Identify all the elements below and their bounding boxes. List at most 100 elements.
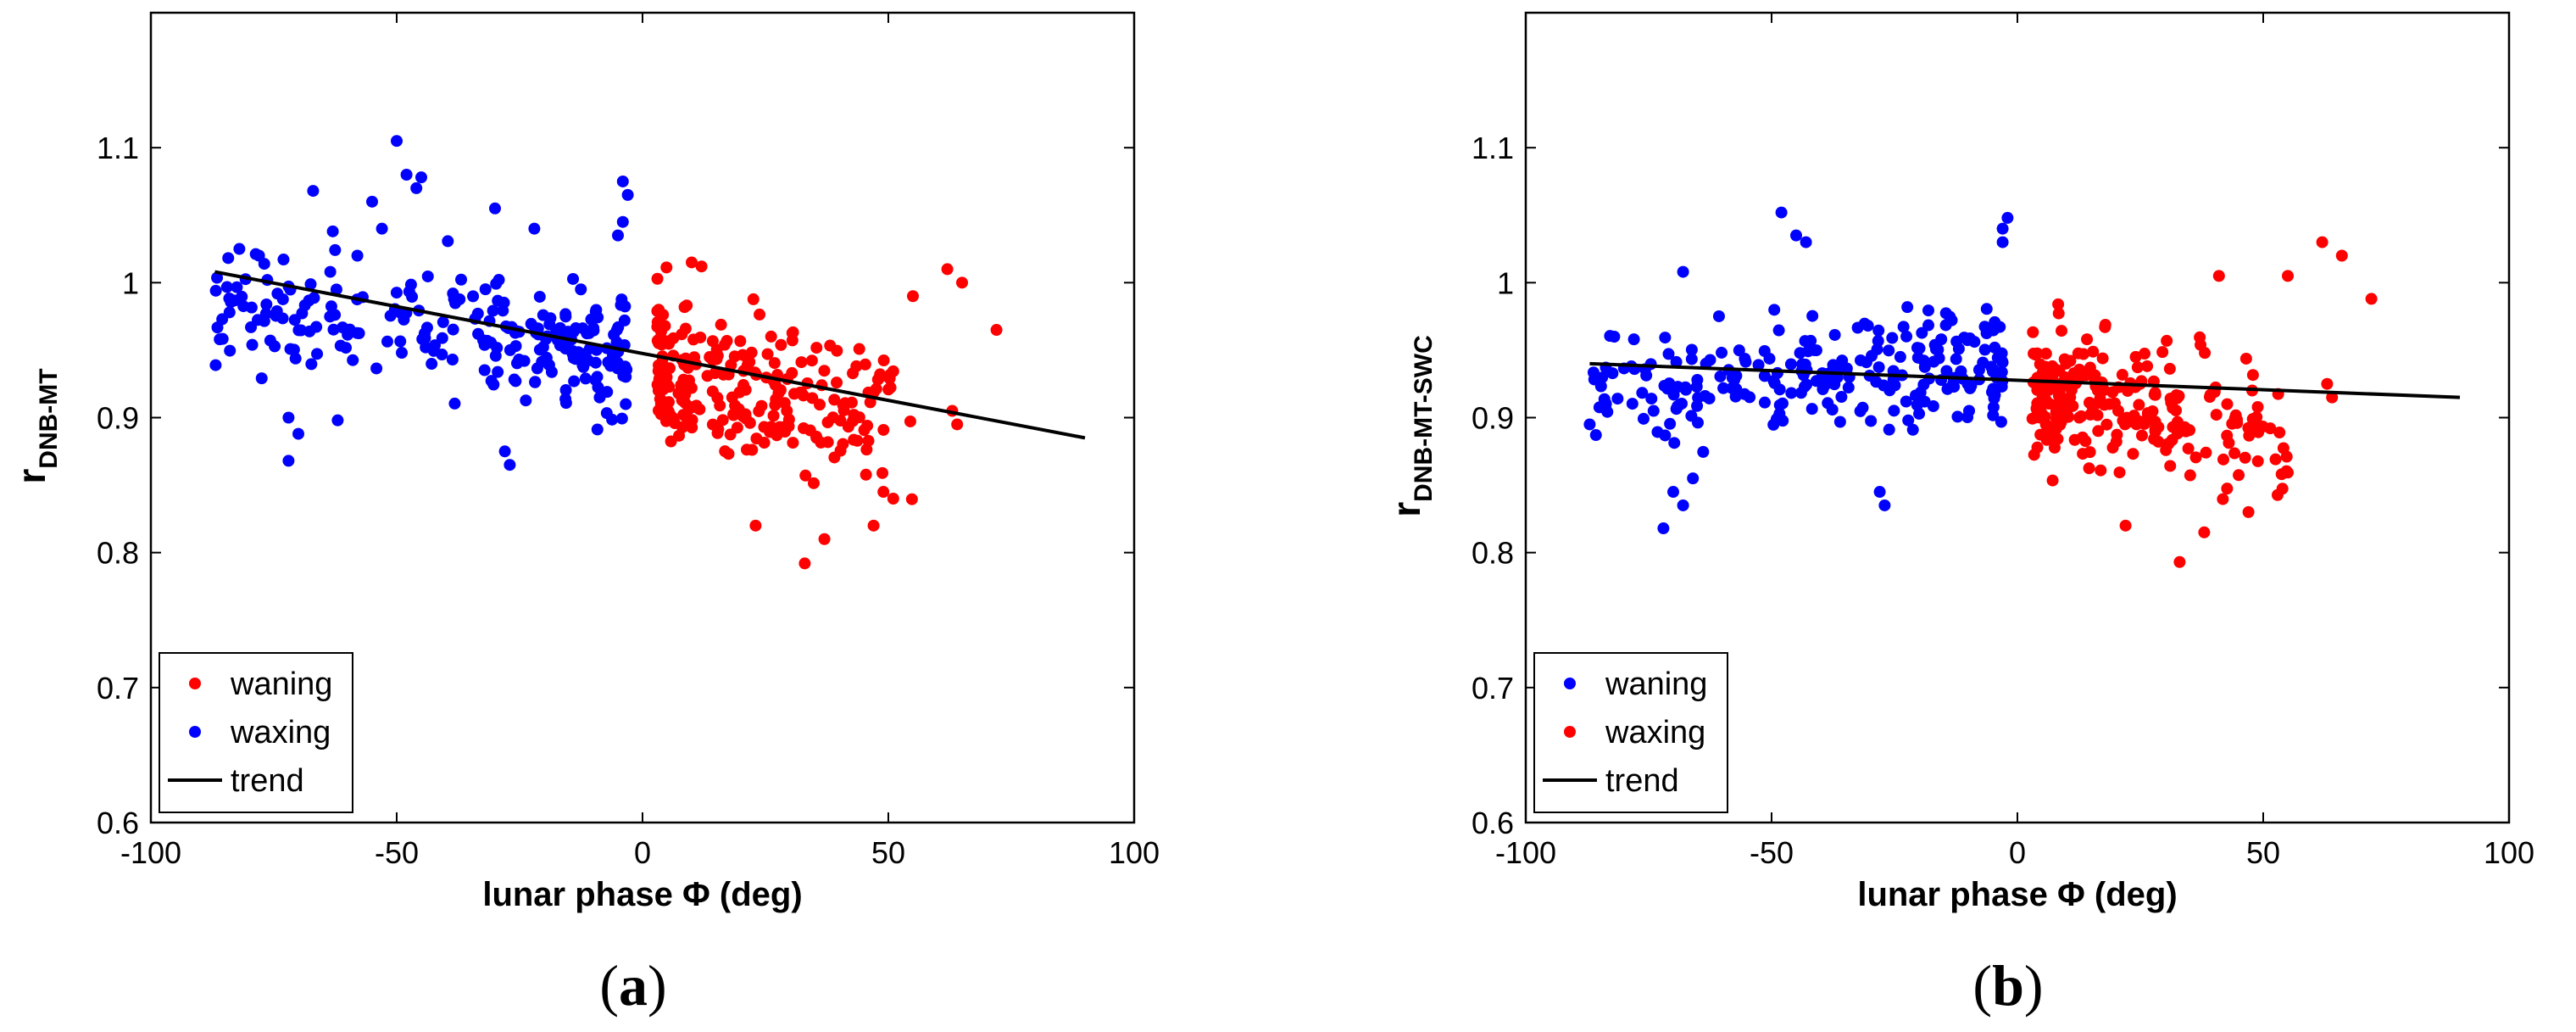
data-point [2246,369,2259,382]
data-point [709,367,721,380]
data-point [877,423,890,436]
data-point [1988,392,2000,404]
data-point [2046,474,2059,487]
data-point [615,412,628,425]
legend-marker-waxing [189,726,201,738]
y-tick-label: 0.9 [97,401,139,436]
data-point [1604,330,1616,343]
data-point [1662,348,1675,360]
data-point [2087,345,2100,358]
data-point [437,315,449,328]
data-point [775,338,787,351]
data-point [734,335,747,348]
data-point [2221,429,2234,442]
y-tick-label: 0.7 [97,671,139,706]
data-point [1589,429,1602,442]
data-point [732,403,745,416]
caption-letter: b [1992,953,2024,1018]
data-point [1714,370,1727,382]
data-point [2165,396,2178,409]
data-point [2239,352,2252,365]
data-point [308,292,320,304]
data-point [1953,370,1966,382]
data-point [741,443,754,456]
data-point [1932,343,1945,356]
data-point [2091,384,2104,397]
data-point [277,254,290,266]
legend-marker-waning [189,678,201,689]
data-point [1995,416,2007,428]
data-point [420,341,432,354]
data-point [587,324,600,337]
data-point [2326,391,2339,404]
data-point [1900,395,1912,408]
data-point [678,301,691,314]
data-point [1913,342,1926,354]
data-point [391,135,403,148]
data-point [1917,378,1930,391]
data-point [504,343,516,356]
data-point [687,333,700,346]
data-point [1888,404,1900,417]
data-point [715,318,727,331]
data-point [1883,344,1895,357]
data-point [351,249,364,262]
data-point [2217,493,2229,505]
data-point [2246,413,2259,426]
data-point [2113,466,2126,479]
data-point [876,466,889,479]
data-point [1961,377,1974,390]
data-point [837,438,849,450]
data-point [1883,384,1896,397]
data-point [334,339,347,352]
data-point [621,188,634,201]
data-point [2231,413,2244,426]
data-point [905,493,918,505]
data-point [1980,303,1993,315]
data-point [2048,441,2061,454]
data-point [252,314,264,326]
data-point [2321,377,2334,390]
data-point [1806,310,1819,322]
legend: waning waxing trend [1533,652,1728,813]
legend-label-waning: waning [230,667,332,702]
data-point [1900,330,1913,343]
data-point [619,300,631,313]
data-point [498,296,510,309]
data-point [395,347,408,360]
data-point [2052,298,2065,310]
data-point [657,309,670,321]
data-point [2269,453,2282,466]
data-point [1659,429,1672,442]
data-point [1901,301,1914,314]
y-axis-label-subscript: DNB-MT-SWC [1410,335,1438,502]
data-point [311,348,324,360]
data-point [575,283,587,296]
data-point [1636,387,1649,399]
data-point [850,360,863,372]
data-point [1910,389,1922,402]
data-point [877,486,890,499]
data-point [1704,354,1716,366]
data-point [2139,348,2151,360]
y-tick-label: 1 [122,265,139,300]
data-point [787,437,799,449]
data-point [2178,421,2191,433]
data-point [2119,519,2132,532]
data-point [824,339,837,352]
data-point [1951,410,1964,423]
data-point [1865,415,1878,427]
x-tick-label: 100 [2484,835,2534,870]
data-point [787,388,800,400]
data-point [498,445,511,458]
data-point [2073,411,2086,424]
data-point [489,202,501,215]
data-point [1906,423,1919,436]
data-point [1856,401,1869,414]
legend-label-waxing: waxing [230,715,331,750]
data-point [847,415,860,427]
data-point [831,377,843,389]
data-point [1894,350,1906,363]
data-point [2036,396,2049,409]
data-point [1677,499,1689,511]
